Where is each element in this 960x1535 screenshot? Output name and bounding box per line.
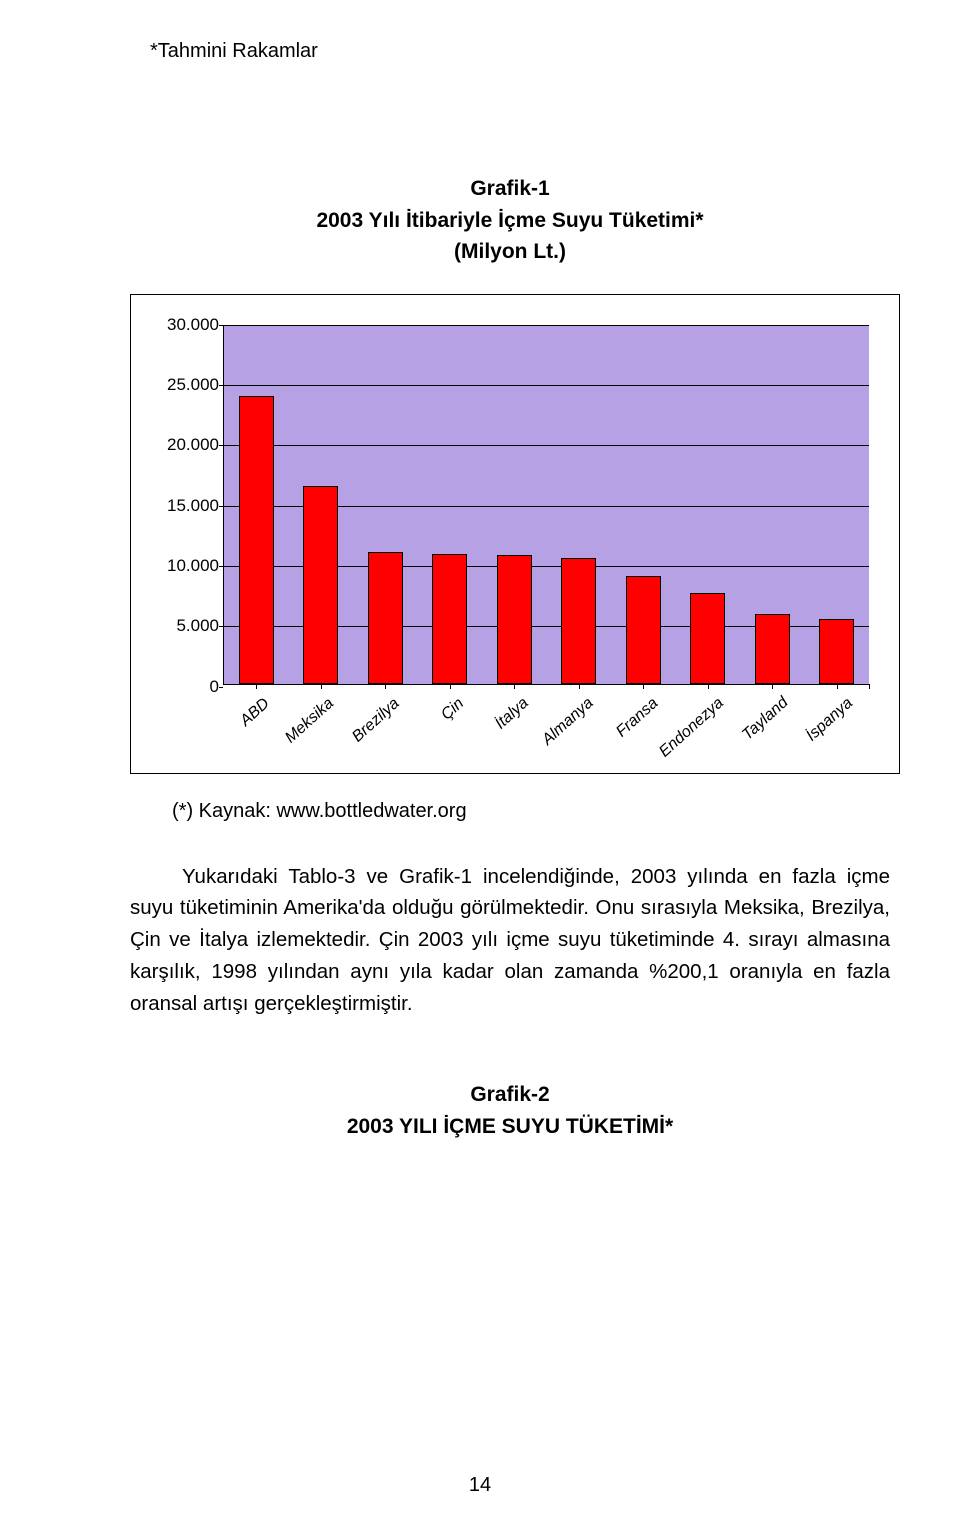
body-paragraph: Yukarıdaki Tablo-3 ve Grafik-1 incelendi…: [130, 861, 890, 1020]
chart1-x-label: Endonezya: [656, 694, 728, 761]
chart1-x-tick: [579, 684, 580, 689]
chart1-x-tick: [708, 684, 709, 689]
chart1-x-label: Çin: [438, 694, 468, 723]
chart1-x-label: Meksika: [282, 695, 338, 748]
chart1-x-label: Fransa: [613, 695, 662, 742]
paragraph-text: Yukarıdaki Tablo-3 ve Grafik-1 incelendi…: [130, 865, 890, 1015]
chart1-bar: [303, 486, 338, 683]
chart1-bar: [497, 555, 532, 683]
chart1-x-label: İtalya: [492, 694, 532, 733]
chart1-x-label: Brezilya: [349, 695, 403, 746]
chart1-x-tick: [450, 684, 451, 689]
chart1-gridline: [224, 385, 869, 386]
chart1-title: Grafik-1 2003 Yılı İtibariyle İçme Suyu …: [130, 173, 890, 268]
chart1-bar: [690, 593, 725, 684]
chart1-y-tick: [219, 385, 223, 386]
chart1-bar: [368, 552, 403, 684]
chart1-x-tick: [256, 684, 257, 689]
chart1-x-label: ABD: [237, 695, 273, 730]
chart1-x-tick: [772, 684, 773, 689]
header-note: *Tahmini Rakamlar: [150, 40, 890, 63]
chart1-x-tick: [514, 684, 515, 689]
chart1-y-label: 30.000: [167, 315, 219, 335]
chart2-title-line2: 2003 YILI İÇME SUYU TÜKETİMİ*: [130, 1111, 890, 1143]
chart1-bar: [432, 554, 467, 683]
chart1-y-tick: [219, 325, 223, 326]
chart1-y-tick: [219, 687, 223, 688]
chart1-y-label: 15.000: [167, 496, 219, 516]
chart1-plot-area: [223, 325, 869, 685]
chart1-x-tick: [869, 684, 870, 689]
page-number: 14: [0, 1474, 960, 1497]
chart1-x-label: İspanya: [803, 694, 857, 745]
chart1-inner: 05.00010.00015.00020.00025.00030.000ABDM…: [151, 317, 879, 693]
chart1-x-tick: [837, 684, 838, 689]
chart1-y-tick: [219, 626, 223, 627]
chart1-y-label: 5.000: [176, 616, 219, 636]
chart1-y-tick: [219, 566, 223, 567]
chart1-bar: [819, 619, 854, 684]
chart1-title-line3: (Milyon Lt.): [130, 236, 890, 268]
chart1-x-label: Almanya: [539, 694, 597, 749]
chart1-x-tick: [321, 684, 322, 689]
chart1-x-tick: [643, 684, 644, 689]
chart1-title-line2: 2003 Yılı İtibariyle İçme Suyu Tüketimi*: [130, 205, 890, 237]
chart1-y-label: 25.000: [167, 375, 219, 395]
chart1-gridline: [224, 445, 869, 446]
chart1-bar: [239, 396, 274, 683]
chart1-y-label: 0: [210, 677, 219, 697]
chart1-title-line1: Grafik-1: [130, 173, 890, 205]
chart1-bar: [755, 614, 790, 683]
chart2-title-line1: Grafik-2: [130, 1079, 890, 1111]
chart1-y-label: 10.000: [167, 556, 219, 576]
chart1-bar: [561, 558, 596, 684]
source-line: (*) Kaynak: www.bottledwater.org: [172, 800, 890, 823]
chart2-title: Grafik-2 2003 YILI İÇME SUYU TÜKETİMİ*: [130, 1079, 890, 1142]
chart1-y-tick: [219, 445, 223, 446]
chart1-x-tick: [385, 684, 386, 689]
chart1-gridline: [224, 325, 869, 326]
chart1-x-label: Tayland: [739, 694, 792, 744]
chart1-container: 0 5.000 10.000 15.000 20.000 25.000 30.000 ABD M…: [130, 294, 900, 774]
chart1-y-tick: [219, 506, 223, 507]
chart1-y-label: 20.000: [167, 435, 219, 455]
chart1-bar: [626, 576, 661, 684]
